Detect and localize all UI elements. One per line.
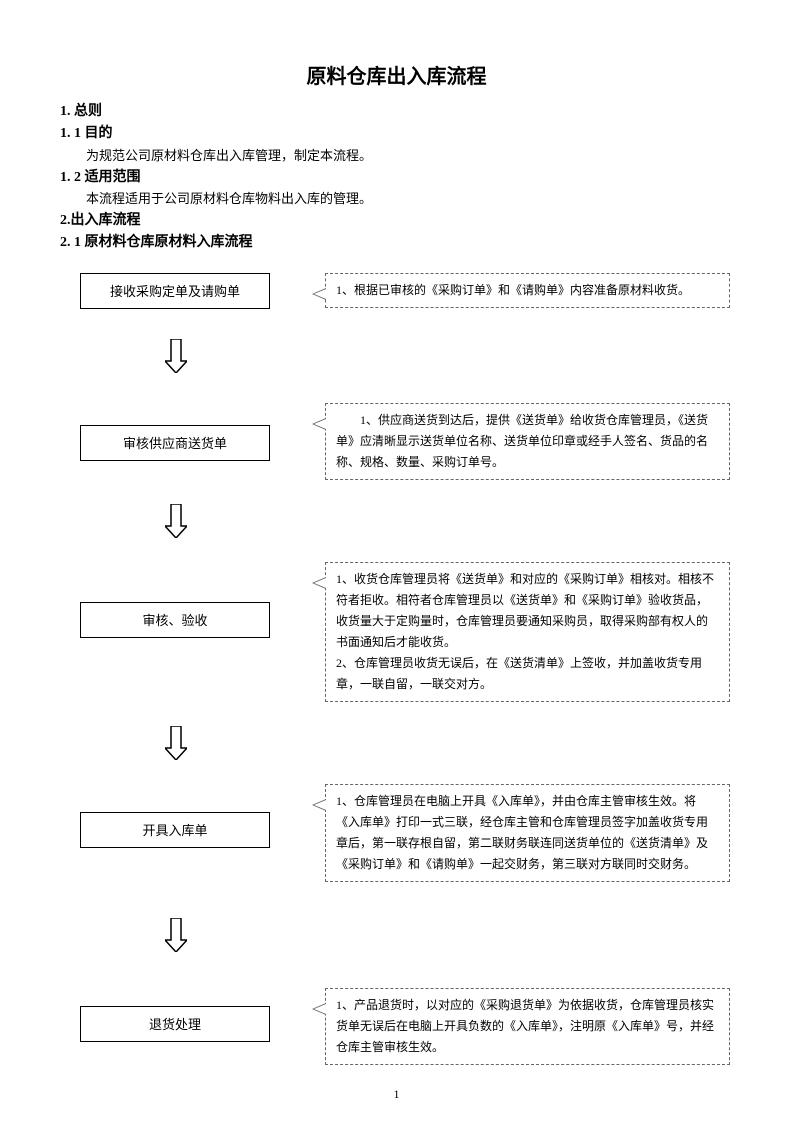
flow-row: 审核、验收 1、收货仓库管理员将《送货单》和对应的《采购订单》相核对。相核不符者拒…: [60, 562, 733, 702]
flow-step-desc: 1、仓库管理员在电脑上开具《入库单》，并由仓库主管审核生效。将《入库单》打印一式…: [325, 784, 730, 882]
flow-row: 接收采购定单及请购单 1、根据已审核的《采购订单》和《请购单》内容准备原材料收货。: [60, 273, 733, 309]
flow-step-box: 开具入库单: [80, 812, 270, 848]
flow-step-box: 审核、验收: [80, 602, 270, 638]
heading-1-1: 1. 1 目的: [60, 123, 733, 145]
arrow-down-icon: [165, 726, 185, 760]
page-title: 原料仓库出入库流程: [60, 60, 733, 89]
flow-row: 开具入库单 1、仓库管理员在电脑上开具《入库单》，并由仓库主管审核生效。将《入库单…: [60, 784, 733, 882]
heading-2-1: 2. 1 原材料仓库原材料入库流程: [60, 232, 733, 254]
arrow-down-icon: [165, 918, 185, 952]
body-1-2: 本流程适用于公司原材料仓库物料出入库的管理。: [60, 189, 733, 210]
flow-step-box: 审核供应商送货单: [80, 425, 270, 461]
flow-step-box: 接收采购定单及请购单: [80, 273, 270, 309]
flow-row: 审核供应商送货单 1、供应商送货到达后，提供《送货单》给收货仓库管理员，《送货单…: [60, 403, 733, 480]
body-1-1: 为规范公司原材料仓库出入库管理，制定本流程。: [60, 146, 733, 167]
flow-step-desc: 1、产品退货时，以对应的《采购退货单》为依据收货，仓库管理员核实货单无误后在电脑…: [325, 988, 730, 1065]
page-number: 1: [0, 1087, 793, 1102]
flow-step-desc: 1、根据已审核的《采购订单》和《请购单》内容准备原材料收货。: [325, 273, 730, 308]
heading-2: 2.出入库流程: [60, 210, 733, 232]
heading-1-2: 1. 2 适用范围: [60, 167, 733, 189]
flow-step-desc: 1、收货仓库管理员将《送货单》和对应的《采购订单》相核对。相核不符者拒收。相符者…: [325, 562, 730, 702]
flow-step-box: 退货处理: [80, 1006, 270, 1042]
flowchart: 接收采购定单及请购单 1、根据已审核的《采购订单》和《请购单》内容准备原材料收货。…: [60, 273, 733, 1065]
flow-row: 退货处理 1、产品退货时，以对应的《采购退货单》为依据收货，仓库管理员核实货单无误…: [60, 988, 733, 1065]
flow-step-desc: 1、供应商送货到达后，提供《送货单》给收货仓库管理员，《送货单》应清晰显示送货单…: [325, 403, 730, 480]
heading-1: 1. 总则: [60, 101, 733, 123]
arrow-down-icon: [165, 504, 185, 538]
arrow-down-icon: [165, 339, 185, 373]
